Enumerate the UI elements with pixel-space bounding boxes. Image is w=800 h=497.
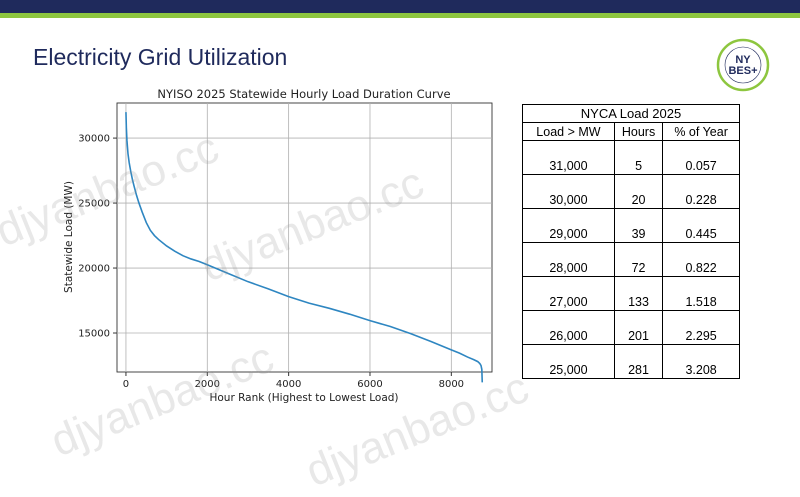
cell-hours: 72 <box>613 242 664 277</box>
table-row: 31,000 5 0.057 <box>522 140 740 175</box>
cell-load: 25,000 <box>522 344 615 379</box>
tick-layer: 0 2000 4000 6000 8000 15000 20000 25000 30000 <box>78 134 464 390</box>
nybest-logo: NY BES+ <box>716 38 770 92</box>
cell-percent: 1.518 <box>662 276 740 311</box>
cell-hours: 133 <box>613 276 664 311</box>
x-tick-label: 2000 <box>195 379 220 390</box>
cell-percent: 0.057 <box>662 140 740 175</box>
table-row: 27,000 133 1.518 <box>522 276 740 311</box>
x-tick-label: 6000 <box>357 379 382 390</box>
logo-line1: NY <box>735 54 751 66</box>
slide-title: Electricity Grid Utilization <box>33 44 288 70</box>
grid-layer <box>117 103 492 372</box>
cell-load: 29,000 <box>522 208 615 243</box>
y-axis-label: Statewide Load (MW) <box>63 181 75 293</box>
cell-load: 26,000 <box>522 310 615 345</box>
table-row: 28,000 72 0.822 <box>522 242 740 277</box>
cell-load: 28,000 <box>522 242 615 277</box>
cell-hours: 39 <box>613 208 664 243</box>
cell-percent: 3.208 <box>662 344 740 379</box>
cell-percent: 0.445 <box>662 208 740 243</box>
y-tick-label: 20000 <box>78 264 110 275</box>
table-row: 30,000 20 0.228 <box>522 174 740 209</box>
table-row: 25,000 281 3.208 <box>522 344 740 379</box>
cell-hours: 201 <box>613 310 664 345</box>
plot-frame <box>116 102 493 373</box>
top-banner-navy <box>0 0 800 13</box>
y-tick-label: 25000 <box>78 199 110 210</box>
load-duration-line <box>125 112 484 383</box>
x-tick-label: 8000 <box>439 379 464 390</box>
chart-title: NYISO 2025 Statewide Hourly Load Duratio… <box>157 87 450 101</box>
header-hours: Hours <box>613 122 664 141</box>
logo-line2: BES+ <box>728 65 757 77</box>
x-tick-label: 0 <box>123 379 129 390</box>
header-percent: % of Year <box>662 122 740 141</box>
table-row: 29,000 39 0.445 <box>522 208 740 243</box>
cell-load: 31,000 <box>522 140 615 175</box>
table-row: 26,000 201 2.295 <box>522 310 740 345</box>
x-tick-label: 4000 <box>276 379 301 390</box>
x-axis-label: Hour Rank (Highest to Lowest Load) <box>209 392 398 404</box>
cell-hours: 5 <box>613 140 664 175</box>
cell-load: 30,000 <box>522 174 615 209</box>
table-caption: NYCA Load 2025 <box>522 104 740 123</box>
cell-percent: 0.228 <box>662 174 740 209</box>
nyca-load-table: NYCA Load 2025 Load > MW Hours % of Year… <box>522 104 740 379</box>
top-banner-green <box>0 13 800 18</box>
y-tick-label: 30000 <box>78 134 110 145</box>
cell-percent: 2.295 <box>662 310 740 345</box>
header-load: Load > MW <box>522 122 615 141</box>
cell-hours: 20 <box>613 174 664 209</box>
cell-load: 27,000 <box>522 276 615 311</box>
cell-percent: 0.822 <box>662 242 740 277</box>
load-duration-chart: NYISO 2025 Statewide Hourly Load Duratio… <box>40 82 510 412</box>
chart-svg: NYISO 2025 Statewide Hourly Load Duratio… <box>63 87 493 404</box>
cell-hours: 281 <box>613 344 664 379</box>
y-tick-label: 15000 <box>78 329 110 340</box>
